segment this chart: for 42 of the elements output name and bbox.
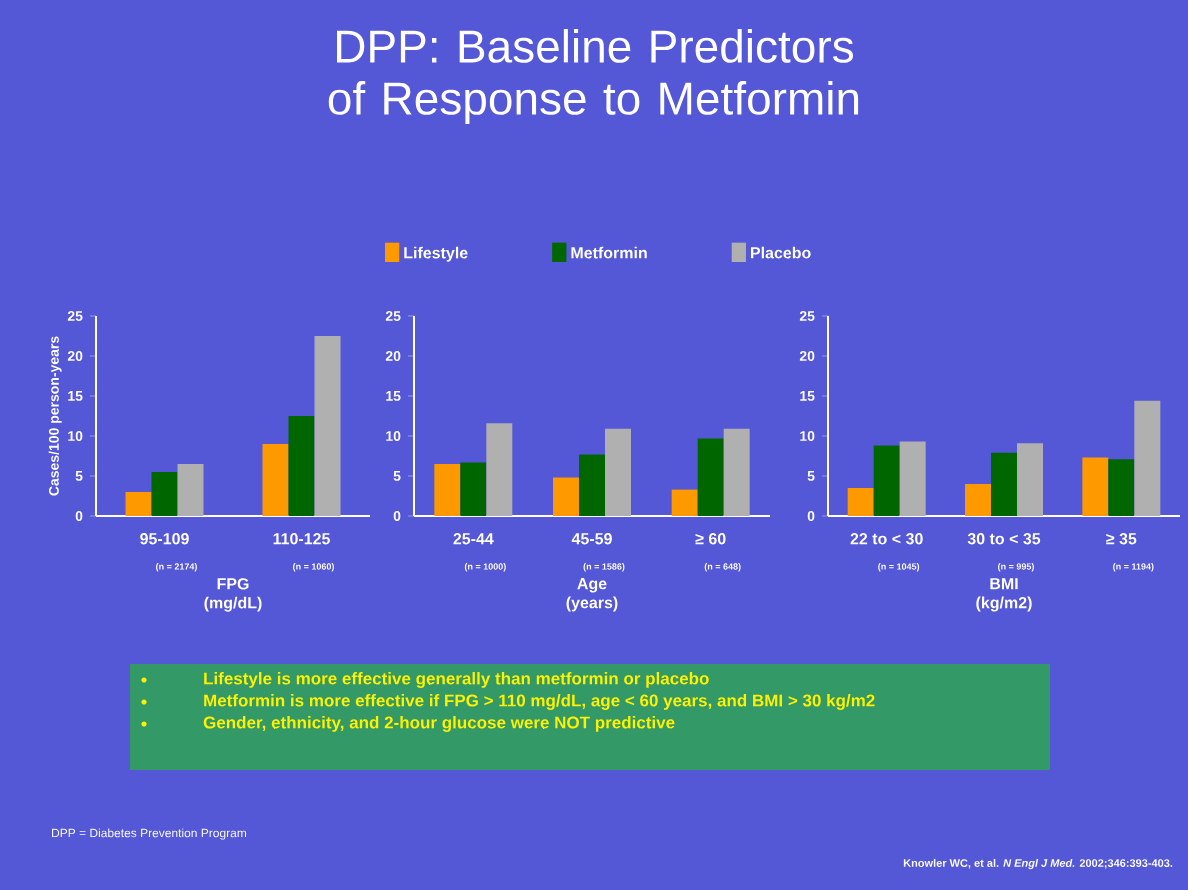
bar	[288, 416, 315, 516]
bar	[434, 464, 461, 516]
bar	[177, 464, 204, 516]
x-axis-title: BMI (kg/m2)	[976, 578, 1032, 612]
x-axis-title: FPG (mg/dL)	[204, 578, 262, 612]
bar	[1134, 400, 1161, 516]
bar	[125, 492, 152, 516]
bar	[460, 462, 487, 516]
bar	[579, 454, 605, 516]
chart-title: DPP: Baseline Predictors of Response to Metformin	[328, 29, 859, 124]
x-tick-label: 22 to < 30	[850, 533, 923, 545]
bar	[1017, 443, 1043, 516]
text: Gender, ethnicity, and 2-hour glucose were NOT predictive	[203, 716, 675, 732]
bar	[262, 444, 289, 516]
bar	[697, 438, 724, 516]
bar	[151, 472, 178, 516]
text: Lifestyle is more effective generally than metformin or placebo	[204, 672, 709, 688]
text: Metformin is more effective if FPG > 110 mg/dL, age < 60 years, and BMI > 30 kg/m2	[204, 694, 875, 710]
x-tick-label: 95-109	[140, 533, 189, 545]
legend-label: Placebo	[751, 246, 811, 259]
bar	[1108, 459, 1135, 516]
bar	[314, 336, 341, 516]
x-tick-label: ≥ 60	[695, 533, 726, 545]
x-tick-label: 25-44	[453, 533, 494, 545]
bar	[486, 423, 513, 516]
x-tick-label: 110-125	[273, 533, 330, 545]
bar	[847, 488, 874, 516]
bar	[605, 428, 632, 516]
bar	[899, 441, 926, 516]
legend-label: Lifestyle	[404, 246, 468, 262]
x-tick-label: ≥ 35	[1106, 533, 1137, 545]
x-axis-title: Age (years)	[566, 578, 618, 612]
bar	[553, 477, 580, 516]
bar	[965, 484, 992, 516]
x-tick-label: 30 to < 35	[967, 533, 1041, 545]
bar	[671, 489, 698, 516]
bar	[873, 445, 900, 516]
bar	[723, 428, 750, 516]
x-tick-label: 45-59	[571, 533, 612, 545]
bar	[991, 452, 1018, 516]
legend-label: Metformin	[571, 246, 647, 259]
bar	[1082, 457, 1109, 516]
